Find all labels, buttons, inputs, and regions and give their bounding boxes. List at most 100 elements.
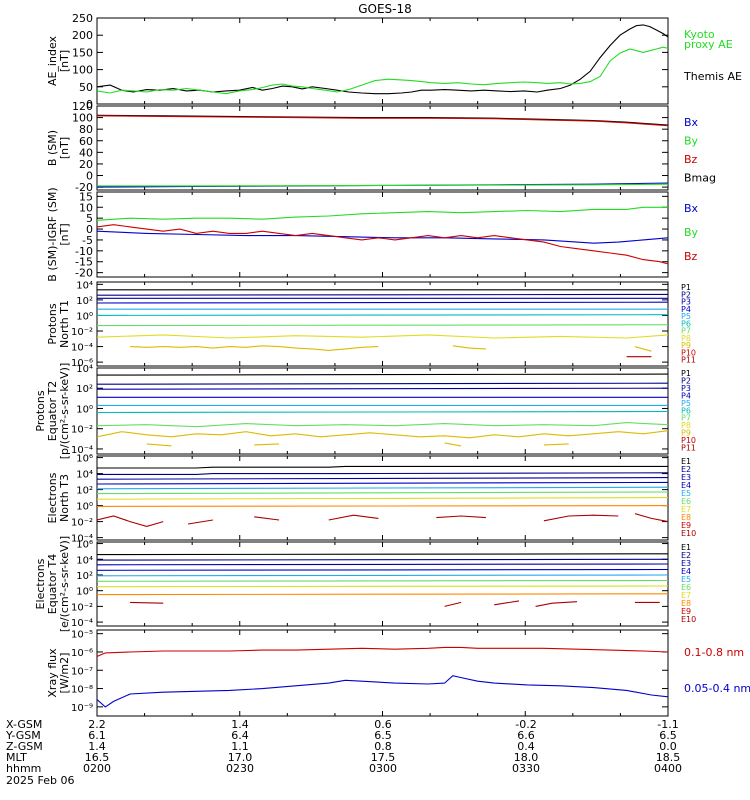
series-line-blue — [97, 301, 668, 304]
legend-entry: P3 — [681, 298, 691, 307]
series-line-black — [97, 114, 668, 126]
series-line-orange — [97, 505, 668, 507]
legend-entry: By — [684, 135, 699, 148]
series-line-gold — [543, 443, 569, 446]
series-line-dred — [97, 515, 164, 527]
axis-row-value: 0300 — [369, 762, 397, 775]
series-line-black — [97, 553, 668, 556]
axis-row-value: 1.1 — [231, 740, 249, 753]
y-axis-label: Equator T2 — [46, 381, 59, 441]
y-axis-label: North T1 — [58, 300, 71, 348]
legend-entry: E3 — [681, 559, 691, 568]
series-group — [97, 289, 668, 358]
series-group — [97, 646, 668, 708]
legend-entry: P9 — [681, 429, 691, 438]
y-tick-label: -15 — [75, 256, 93, 269]
legend-entry: P5 — [681, 399, 691, 408]
legend-entry: P1 — [681, 283, 691, 292]
panel-frame — [96, 629, 669, 717]
legend-entry: P10 — [681, 348, 696, 357]
legend-entry: By — [684, 226, 699, 239]
axis-row-label: MLT — [6, 751, 27, 764]
axis-row-value: 1.4 — [88, 740, 106, 753]
y-axis-label: [nT] — [58, 223, 71, 245]
y-tick-label: 200 — [72, 29, 93, 42]
series-line-orange — [97, 593, 668, 596]
series-line-dblue — [97, 387, 668, 390]
axis-row-value: 6.6 — [517, 729, 535, 742]
series-line-yellow — [97, 334, 668, 339]
axis-row-value: 0.6 — [374, 718, 392, 731]
series-line-green — [97, 46, 668, 95]
series-line-black — [97, 465, 668, 469]
axis-row-value: 6.5 — [659, 729, 677, 742]
axis-row-value: 6.1 — [88, 729, 106, 742]
y-tick-label: 10⁻⁴ — [71, 618, 93, 629]
axis-row-value: 18.5 — [656, 751, 681, 764]
series-line-dred — [444, 601, 462, 607]
legend-entry: P5 — [681, 312, 691, 321]
panel-frame — [96, 367, 669, 455]
axis-row-value: 0.8 — [374, 740, 392, 753]
legend-entry: E6 — [681, 497, 691, 506]
series-line-gold — [97, 430, 668, 439]
legend-entry: P9 — [681, 341, 691, 350]
y-tick-label: 10² — [76, 571, 93, 582]
y-tick-label: 10⁰ — [76, 587, 93, 598]
series-group — [97, 373, 668, 447]
series-group — [97, 24, 668, 95]
legend-entry: P4 — [681, 391, 691, 400]
axis-row-label: hhmm — [6, 762, 41, 775]
legend-entry: Bx — [684, 116, 699, 129]
series-line-dblue — [97, 477, 668, 480]
axis-row-value: 1.4 — [231, 718, 249, 731]
legend-entry: Bz — [684, 250, 698, 263]
legend-entry: E3 — [681, 473, 691, 482]
legend-entry: proxy AE — [684, 38, 733, 51]
y-tick-label: 10⁻⁴ — [71, 445, 93, 456]
series-line-cyan — [97, 486, 668, 490]
series-line-red — [97, 224, 668, 265]
y-tick-label: -20 — [75, 181, 93, 194]
series-line-dred — [254, 516, 280, 521]
axis-row-label: Y-GSM — [5, 729, 41, 742]
legend-entry: E9 — [681, 521, 691, 530]
y-tick-label: 10⁴ — [76, 470, 93, 481]
y-tick-label: 10⁻⁴ — [71, 343, 93, 354]
series-line-gold — [452, 345, 486, 350]
legend-entry: E9 — [681, 607, 691, 616]
series-line-yellow — [97, 585, 668, 588]
y-tick-label: 150 — [72, 46, 93, 59]
y-tick-label: 10 — [79, 201, 93, 214]
legend-entry: E5 — [681, 489, 691, 498]
series-line-gold — [130, 345, 379, 351]
axis-row-value: 0.0 — [659, 740, 677, 753]
series-line-dred — [328, 514, 379, 521]
series-line-lgreen — [97, 422, 668, 428]
y-tick-label: 50 — [79, 81, 93, 94]
legend-entry: Bmag — [684, 172, 716, 185]
y-tick-label: 120 — [72, 100, 93, 113]
y-axis-label: [nT] — [58, 50, 71, 72]
y-tick-label: 10² — [76, 296, 93, 307]
axis-row-value: 6.4 — [231, 729, 249, 742]
y-tick-label: -10 — [75, 245, 93, 258]
legend-entry: P1 — [681, 369, 691, 378]
axis-row-value: 0200 — [83, 762, 111, 775]
legend-entry: E10 — [681, 529, 696, 538]
series-line-red — [97, 115, 668, 127]
axis-row-value: 0.4 — [517, 740, 535, 753]
series-group — [97, 114, 668, 188]
y-axis-label: [W/m2] — [58, 653, 71, 694]
legend-entry: P8 — [681, 421, 691, 430]
series-line-gold — [146, 443, 172, 447]
series-line-dred — [494, 600, 520, 606]
series-line-blue — [97, 675, 668, 708]
series-line-gold — [444, 442, 462, 447]
y-tick-label: 60 — [79, 135, 93, 148]
y-tick-label: 0 — [86, 98, 93, 111]
